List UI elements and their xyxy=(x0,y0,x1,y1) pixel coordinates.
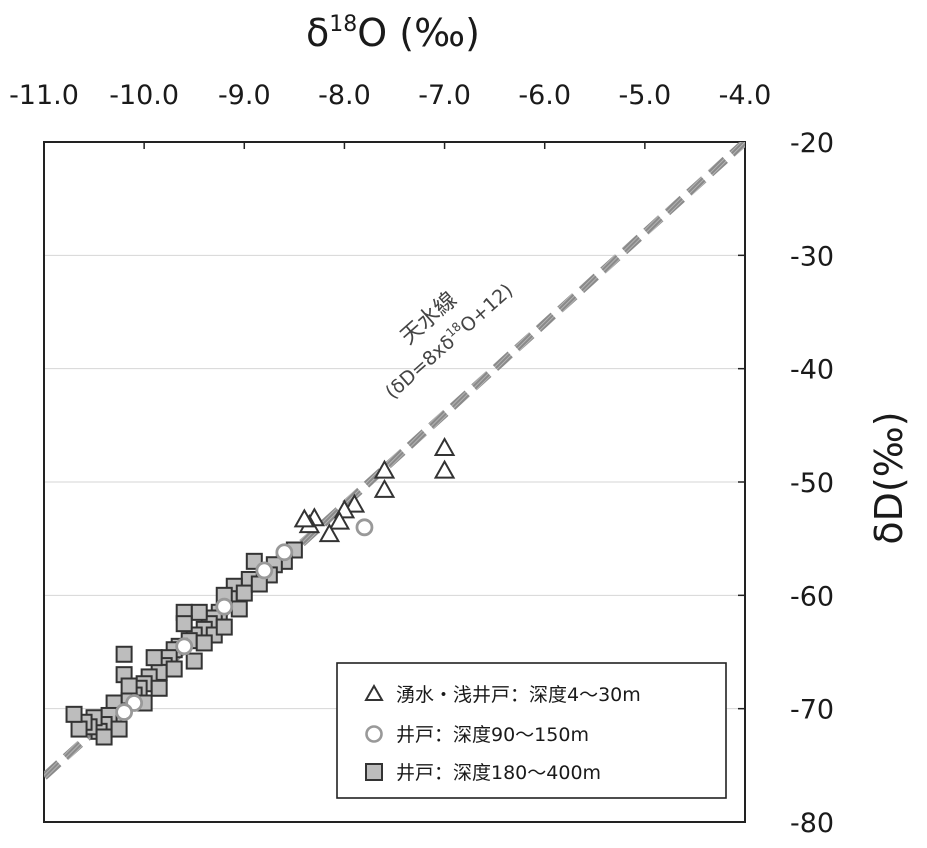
x-tick-label: -6.0 xyxy=(518,80,571,111)
data-point-triangle xyxy=(293,508,316,528)
data-point-square xyxy=(110,720,128,738)
data-point-square xyxy=(65,705,83,723)
data-point-square xyxy=(230,600,248,618)
data-point-triangle xyxy=(328,510,351,530)
data-point-circle xyxy=(175,637,194,656)
data-point-circle xyxy=(255,561,274,580)
legend-square-marker xyxy=(365,763,383,781)
data-point-triangle xyxy=(433,436,456,456)
y-axis-title: δD(‰) xyxy=(867,411,911,544)
x-tick-label: -4.0 xyxy=(719,80,772,111)
data-point-square xyxy=(95,728,113,746)
data-point-square xyxy=(195,634,213,652)
data-point-circle xyxy=(275,543,294,562)
legend-circle-marker xyxy=(365,725,383,743)
data-points xyxy=(65,436,456,746)
data-point-square xyxy=(115,645,133,663)
legend-item-square: 井戸：深度180～400m xyxy=(365,762,601,784)
y-tick-label: -80 xyxy=(790,808,834,839)
data-point-square xyxy=(235,584,253,602)
data-point-square xyxy=(185,652,203,670)
data-point-square xyxy=(120,677,138,695)
legend-label-square: 井戸：深度180～400m xyxy=(396,762,601,784)
y-tick-label: -40 xyxy=(790,355,834,386)
x-tick-labels: -11.0 -10.0 -9.0 -8.0 -7.0 -6.0 -5.0 -4.0 xyxy=(9,80,771,111)
y-tick-label: -50 xyxy=(790,468,834,499)
legend: 湧水・浅井戸：深度4～30m 井戸：深度90～150m 井戸：深度180～400… xyxy=(336,662,727,799)
data-point-triangle xyxy=(373,478,396,498)
x-axis-title-rest: O (‰) xyxy=(357,11,480,55)
x-axis-title: δ18O (‰) xyxy=(306,11,480,55)
data-point-triangle xyxy=(318,523,341,543)
meteoric-water-line-label: 天水線 (δD=8xδ18O+12) xyxy=(381,279,517,403)
x-tick-label: -11.0 xyxy=(9,80,79,111)
data-point-circle xyxy=(355,518,374,537)
y-tick-label: -60 xyxy=(790,581,834,612)
x-axis-title-sup: 18 xyxy=(329,12,357,37)
data-point-circle xyxy=(115,703,134,721)
legend-label-circle: 井戸：深度90～150m xyxy=(396,724,589,746)
data-point-square xyxy=(150,679,168,697)
legend-item-circle: 井戸：深度90～150m xyxy=(365,724,589,746)
data-point-square xyxy=(165,660,183,678)
y-tick-labels: -20 -30 -40 -50 -60 -70 -80 xyxy=(790,128,834,839)
y-tick-label: -30 xyxy=(790,241,834,272)
x-tick-label: -7.0 xyxy=(418,80,471,111)
legend-triangle-marker xyxy=(364,683,384,701)
data-point-triangle xyxy=(343,493,366,513)
mwl-equation-close: O+12) xyxy=(456,279,517,337)
x-axis-title-delta: δ xyxy=(306,11,329,55)
data-point-triangle xyxy=(433,459,456,479)
data-point-square xyxy=(190,603,208,621)
grid-lines xyxy=(44,254,745,710)
data-point-triangle xyxy=(373,459,396,479)
y-tick-label: -20 xyxy=(790,128,834,159)
x-tick-label: -9.0 xyxy=(218,80,271,111)
x-tick-label: -10.0 xyxy=(109,80,179,111)
legend-item-triangle: 湧水・浅井戸：深度4～30m xyxy=(364,683,641,706)
data-point-circle xyxy=(215,597,234,616)
data-point-square xyxy=(70,720,88,738)
x-tick-label: -8.0 xyxy=(318,80,371,111)
data-point-square xyxy=(215,618,233,636)
data-point-square xyxy=(145,649,163,667)
y-tick-label: -70 xyxy=(790,695,834,726)
x-tick-label: -5.0 xyxy=(619,80,672,111)
legend-label-triangle: 湧水・浅井戸：深度4～30m xyxy=(396,684,641,706)
legend-box xyxy=(336,662,727,799)
plot-frame xyxy=(43,141,746,823)
data-point-square xyxy=(175,615,193,633)
